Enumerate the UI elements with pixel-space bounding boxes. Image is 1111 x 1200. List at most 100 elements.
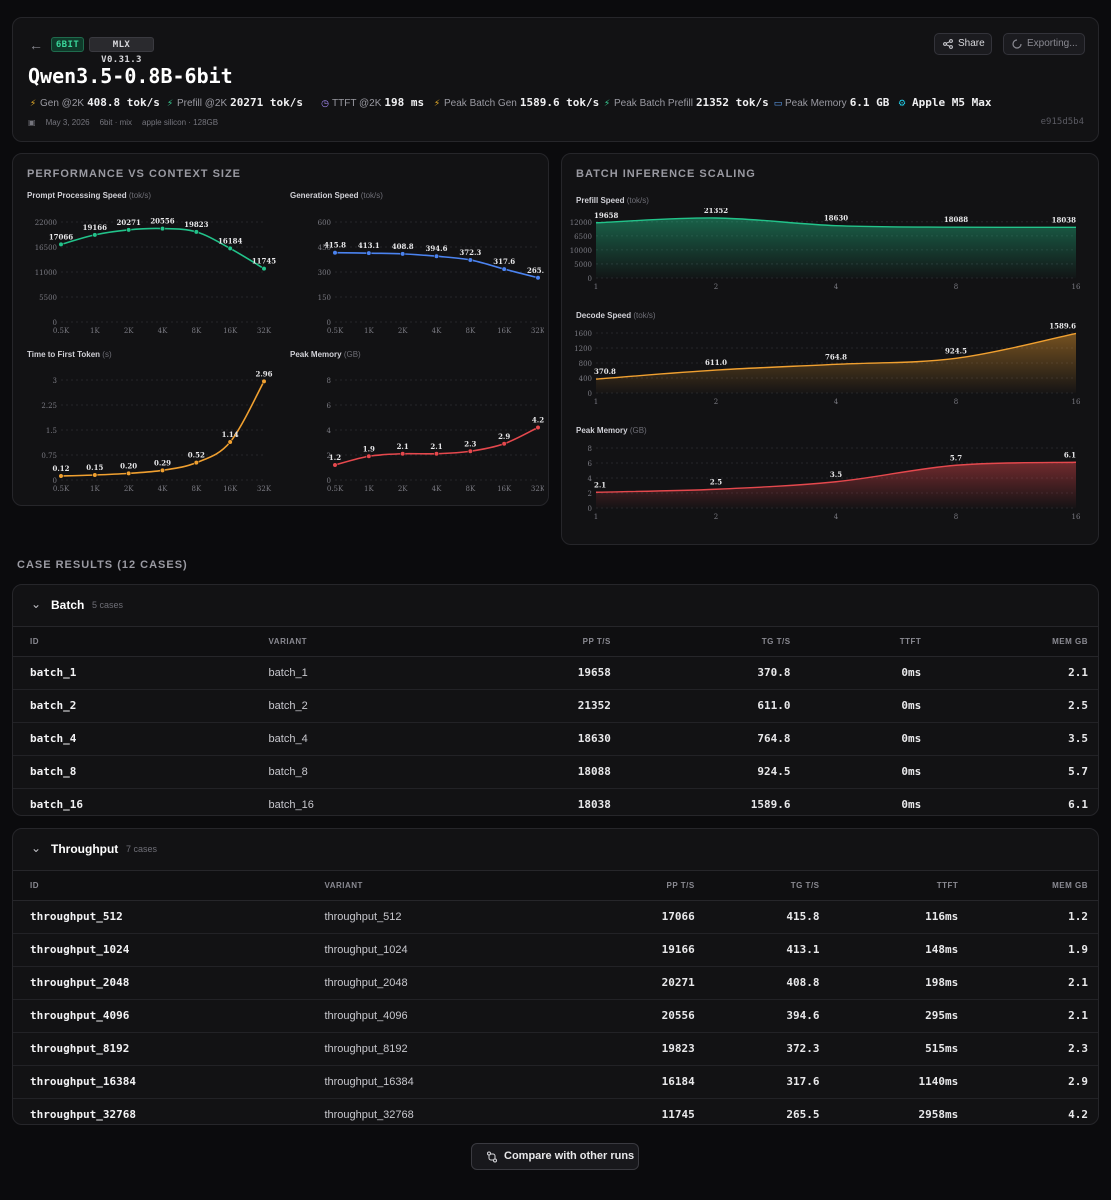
group-header[interactable]: ⌄ Throughput 7 cases xyxy=(13,829,1098,871)
x-tick-label: 0.5K xyxy=(327,327,344,335)
x-tick-label: 2 xyxy=(714,398,718,406)
y-tick-label: 5500 xyxy=(39,294,57,302)
table-row[interactable]: throughput_2048 throughput_2048 20271 408.8… xyxy=(13,966,1098,1000)
stat-value: 198 ms xyxy=(384,96,425,109)
x-tick-label: 1K xyxy=(90,485,100,493)
cell-pp: 18630 xyxy=(458,722,621,756)
col-id: ID xyxy=(13,871,315,901)
data-point xyxy=(92,472,98,478)
cell-pp: 16184 xyxy=(542,1065,705,1099)
x-tick-label: 1K xyxy=(364,485,374,493)
clock-icon: ◷ xyxy=(321,98,329,108)
x-tick-label: 8K xyxy=(465,327,475,335)
cell-ttft: 0ms xyxy=(901,798,922,812)
data-point xyxy=(467,448,473,454)
data-point xyxy=(400,451,406,457)
batch-scaling-title: BATCH INFERENCE SCALING xyxy=(576,168,756,180)
chevron-down-icon[interactable]: ⌄ xyxy=(31,841,42,855)
x-tick-label: 16K xyxy=(497,485,512,493)
stat-label: Gen @2K xyxy=(40,98,85,109)
data-point xyxy=(535,275,541,281)
cell-mem: 1.2 xyxy=(968,900,1098,934)
y-tick-label: 4 xyxy=(327,427,332,435)
share-button[interactable]: Share xyxy=(934,33,992,55)
y-tick-label: 0 xyxy=(53,319,57,327)
generation-speed-chart: 0 150 300 450 600 0.5K 1K 2K 4K 8K 16K 32K 415.8 413.… xyxy=(318,219,544,335)
table-row[interactable]: batch_16 batch_16 18038 1589.6 0ms 6.1 xyxy=(13,788,1098,821)
col-variant: VARIANT xyxy=(314,871,543,901)
cell-id: batch_2 xyxy=(13,689,259,723)
group-name: Batch xyxy=(51,598,85,612)
cell-id: throughput_8192 xyxy=(13,1032,315,1066)
arrow-left-icon[interactable]: ← xyxy=(29,37,43,53)
stat-gen: ⚡ Gen @2K 408.8 tok/s xyxy=(28,96,160,109)
y-tick-label: 0 xyxy=(588,505,592,513)
stat-value: 21352 tok/s xyxy=(695,96,769,109)
stat-value: Apple M5 Max xyxy=(912,96,992,109)
cell-pp: 21352 xyxy=(458,689,621,723)
x-tick-label: 16 xyxy=(1072,283,1081,291)
group-throughput: ⌄ Throughput 7 cases ID VARIANT PP T/S T… xyxy=(12,828,1099,1125)
data-label: 19658 xyxy=(594,211,618,220)
group-batch: ⌄ Batch 5 cases ID VARIANT PP T/S TG T/S… xyxy=(12,584,1099,816)
chart-title-prompt: Prompt Processing Speed (tok/s) xyxy=(27,191,152,200)
chart-title-peak-memory: Peak Memory (GB) xyxy=(290,350,361,359)
series-area xyxy=(596,217,1076,278)
data-label: 0.29 xyxy=(154,458,171,467)
x-tick-label: 0.5K xyxy=(53,485,70,493)
run-hash: e915d5b4 xyxy=(1040,117,1084,127)
performance-card: PERFORMANCE VS CONTEXT SIZE Prompt Proce… xyxy=(12,153,549,506)
table-row[interactable]: throughput_4096 throughput_4096 20556 394.6… xyxy=(13,999,1098,1033)
bolt-icon: ⚡ xyxy=(29,98,37,108)
compare-button[interactable]: Compare with other runs xyxy=(471,1143,639,1170)
table-row[interactable]: throughput_512 throughput_512 17066 415.8 11… xyxy=(13,900,1098,934)
data-point xyxy=(332,250,338,256)
data-point xyxy=(433,253,440,259)
cell-ttft: 515ms xyxy=(829,1032,969,1066)
x-tick-label: 0.5K xyxy=(327,485,344,493)
table-row[interactable]: throughput_8192 throughput_8192 19823 372.3… xyxy=(13,1032,1098,1066)
cell-mem: 1.9 xyxy=(968,933,1098,967)
cell-id: throughput_2048 xyxy=(13,966,315,1000)
table-row[interactable]: batch_1 batch_1 19658 370.8 0ms 2.1 xyxy=(13,656,1098,690)
data-point xyxy=(366,250,372,256)
x-tick-label: 4 xyxy=(834,283,839,291)
cell-variant: throughput_16384 xyxy=(314,1065,543,1099)
data-label: 413.1 xyxy=(358,241,380,250)
data-point xyxy=(366,453,372,459)
stat-prefill: ⚡ Prefill @2K 20271 tok/s xyxy=(165,96,303,109)
y-tick-label: 2 xyxy=(327,452,331,460)
x-tick-label: 32K xyxy=(257,485,272,493)
table-row[interactable]: throughput_1024 throughput_1024 19166 413.1… xyxy=(13,933,1098,967)
cell-tg: 413.1 xyxy=(704,933,830,967)
cell-tg: 370.8 xyxy=(620,656,801,690)
group-name: Throughput xyxy=(51,842,119,856)
data-label: 20556 xyxy=(150,217,174,226)
data-point xyxy=(193,229,199,235)
table-row[interactable]: batch_8 batch_8 18088 924.5 0ms 5.7 xyxy=(13,755,1098,789)
x-tick-label: 4 xyxy=(834,513,839,521)
chevron-down-icon[interactable]: ⌄ xyxy=(31,597,42,611)
export-button[interactable]: Exporting... xyxy=(1003,33,1085,55)
x-tick-label: 16K xyxy=(223,327,238,335)
table-row[interactable]: throughput_16384 throughput_16384 16184 317… xyxy=(13,1065,1098,1099)
batch-memory-chart: 0 2 4 6 8 1 2 4 8 16 2.1 2.5 3.5 5.7 6.1 xyxy=(588,445,1081,521)
col-ttft: TTFT xyxy=(800,627,932,657)
x-tick-label: 4K xyxy=(158,327,168,335)
stat-ttft: ◷ TTFT @2K 198 ms xyxy=(320,96,424,109)
x-tick-label: 8K xyxy=(191,327,201,335)
table-row[interactable]: batch_4 batch_4 18630 764.8 0ms 3.5 xyxy=(13,722,1098,756)
cell-id: throughput_4096 xyxy=(13,999,315,1033)
run-quant: 6bit · mix xyxy=(99,118,133,127)
table-row[interactable]: throughput_32768 throughput_32768 11745 265… xyxy=(13,1098,1098,1131)
y-tick-label: 8 xyxy=(327,377,331,385)
throughput-table: ID VARIANT PP T/S TG T/S TTFT MEM GB thr… xyxy=(13,871,1098,1131)
cell-mem: 3.5 xyxy=(931,722,1098,756)
bolt-icon: ⚡ xyxy=(166,98,174,108)
data-point xyxy=(467,257,473,263)
data-point xyxy=(58,241,64,248)
group-header[interactable]: ⌄ Batch 5 cases xyxy=(13,585,1098,627)
table-row[interactable]: batch_2 batch_2 21352 611.0 0ms 2.5 xyxy=(13,689,1098,723)
data-label: 370.8 xyxy=(594,367,616,376)
data-point xyxy=(332,462,338,468)
